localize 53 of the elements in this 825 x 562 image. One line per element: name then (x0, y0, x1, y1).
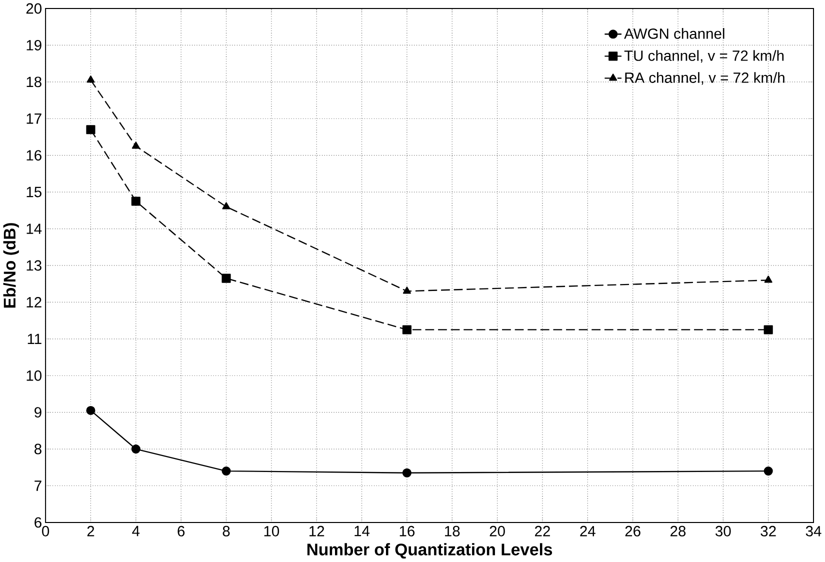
y-tick-label: 9 (34, 407, 42, 418)
point (86, 406, 96, 416)
x-tick-label: 4 (132, 526, 140, 536)
point (132, 142, 140, 149)
x-tick-label: 32 (760, 526, 776, 536)
y-tick-label: 12 (26, 297, 42, 308)
point (131, 196, 140, 206)
x-tick-label: 30 (716, 526, 731, 536)
x-tick-label: 0 (42, 526, 50, 536)
y-tick-label: 20 (26, 3, 42, 14)
x-tick-label: 16 (400, 526, 415, 536)
x-tick-label: 20 (490, 526, 505, 536)
point (402, 286, 411, 294)
point (764, 325, 773, 334)
y-tick-label: 16 (26, 150, 42, 161)
x-tick-label: 24 (580, 526, 596, 536)
x-tick-label: 26 (625, 526, 640, 536)
x-tick-label: 34 (806, 526, 822, 536)
y-axis-title: Eb/No (dB) (3, 223, 19, 308)
x-tick-label: 8 (222, 526, 230, 536)
point (402, 325, 412, 334)
x-tick-label: 12 (310, 526, 324, 536)
x-tick-label: 2 (87, 526, 94, 536)
point (764, 276, 772, 283)
y-tick-label: 7 (34, 480, 42, 491)
x-tick-label: 28 (670, 526, 686, 536)
y-tick-label: 19 (26, 40, 42, 51)
y-tick-label: 18 (26, 76, 42, 88)
legend-label: AWGN channel (624, 28, 724, 39)
legend-label: RA channel, v = 72 km/h (625, 72, 784, 85)
point (131, 444, 140, 454)
point (222, 466, 231, 476)
point (222, 202, 230, 210)
x-tick-label: 10 (264, 526, 280, 536)
x-tick-label: 18 (445, 526, 460, 536)
y-tick-label: 15 (26, 186, 42, 198)
y-tick-label: 8 (34, 444, 42, 454)
legend-label: TU channel, v = 72 km/h (624, 50, 784, 63)
y-tick-label: 11 (28, 334, 42, 344)
x-tick-label: 6 (178, 526, 185, 536)
point (86, 76, 95, 83)
y-tick-label: 17 (26, 114, 42, 124)
x-tick-label: 14 (354, 526, 370, 536)
point (402, 468, 412, 478)
y-tick-label: 14 (26, 224, 42, 234)
y-tick-label: 13 (26, 260, 42, 271)
x-axis-title: Number of Quantization Levels (307, 543, 552, 559)
point (86, 125, 96, 134)
point (222, 274, 231, 283)
point (764, 466, 773, 476)
x-tick-label: 22 (534, 526, 550, 536)
y-tick-label: 6 (34, 517, 42, 528)
y-tick-label: 10 (26, 370, 42, 381)
